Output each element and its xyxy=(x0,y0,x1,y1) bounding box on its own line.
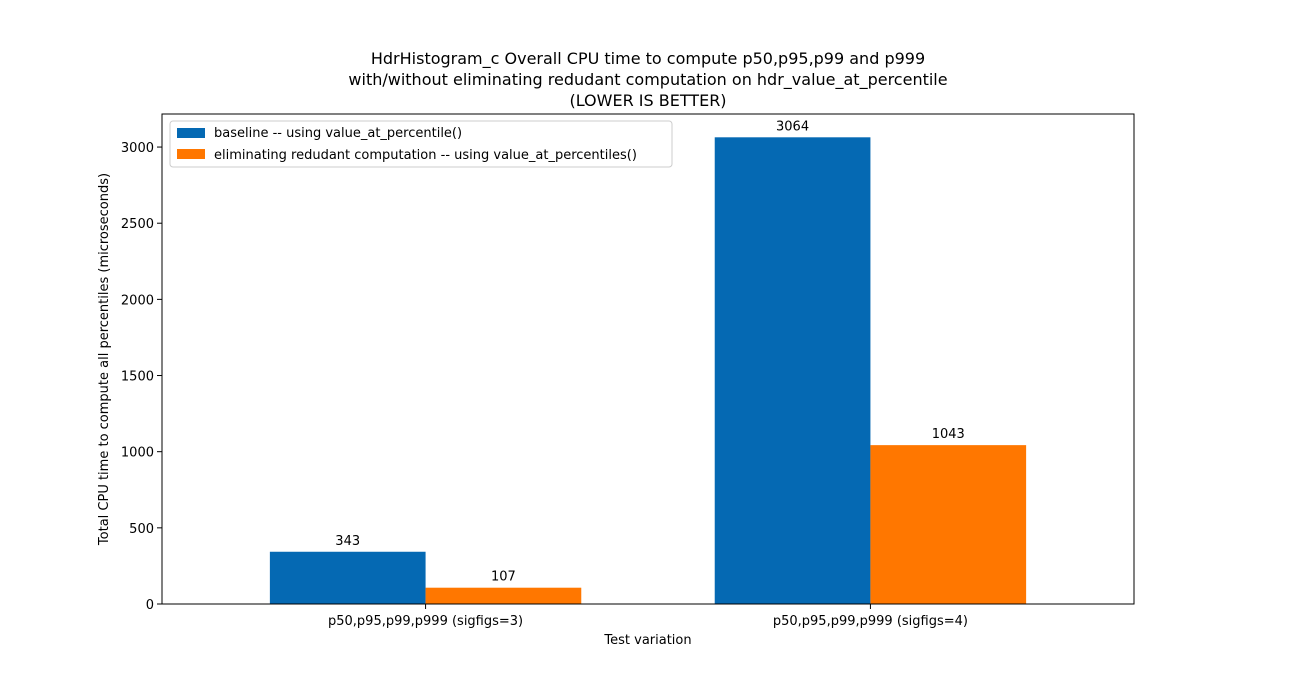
x-tick-label: p50,p95,p99,p999 (sigfigs=3) xyxy=(328,614,523,629)
y-tick-label: 0 xyxy=(146,598,154,613)
chart-title: HdrHistogram_c Overall CPU time to compu… xyxy=(348,49,947,110)
data-label-baseline-cat-1: 343 xyxy=(335,534,360,549)
legend-box xyxy=(169,120,673,168)
bar-baseline-cat-2 xyxy=(714,137,871,604)
bar-eliminating-cat-1 xyxy=(425,587,582,604)
y-axis-ticks: 0 500 1000 1500 2000 2500 3000 xyxy=(121,141,162,613)
data-label-eliminating-cat-2: 1043 xyxy=(932,427,965,442)
bars xyxy=(269,137,1027,604)
x-tick-label: p50,p95,p99,p999 (sigfigs=4) xyxy=(773,614,968,629)
chart-title-line-1: HdrHistogram_c Overall CPU time to compu… xyxy=(371,49,925,69)
legend: baseline -- using value_at_percentile() … xyxy=(169,120,673,168)
legend-swatch-baseline xyxy=(177,128,205,138)
y-tick-label: 2500 xyxy=(121,217,154,232)
y-tick-label: 1500 xyxy=(121,370,154,385)
legend-label-baseline: baseline -- using value_at_percentile() xyxy=(214,126,462,141)
legend-label-eliminating: eliminating redudant computation -- usin… xyxy=(214,148,637,163)
y-tick-label: 1000 xyxy=(121,446,154,461)
bar-eliminating-cat-2 xyxy=(870,445,1027,604)
data-label-eliminating-cat-1: 107 xyxy=(491,570,516,585)
data-labels: 343 107 3064 1043 xyxy=(335,119,965,584)
legend-swatch-eliminating xyxy=(177,149,205,159)
y-axis-label: Total CPU time to compute all percentile… xyxy=(97,173,112,546)
x-axis-label: Test variation xyxy=(603,633,691,648)
plot-area-frame xyxy=(161,113,1135,605)
bar-baseline-cat-1 xyxy=(269,551,426,604)
chart-title-line-3: (LOWER IS BETTER) xyxy=(569,91,726,110)
chart-title-line-2: with/without eliminating redudant comput… xyxy=(348,70,947,90)
data-label-baseline-cat-2: 3064 xyxy=(776,119,809,134)
x-axis-ticks: p50,p95,p99,p999 (sigfigs=3) p50,p95,p99,… xyxy=(328,604,968,629)
y-tick-label: 2000 xyxy=(121,293,154,308)
y-tick-label: 3000 xyxy=(121,141,154,156)
y-tick-label: 500 xyxy=(129,522,154,537)
